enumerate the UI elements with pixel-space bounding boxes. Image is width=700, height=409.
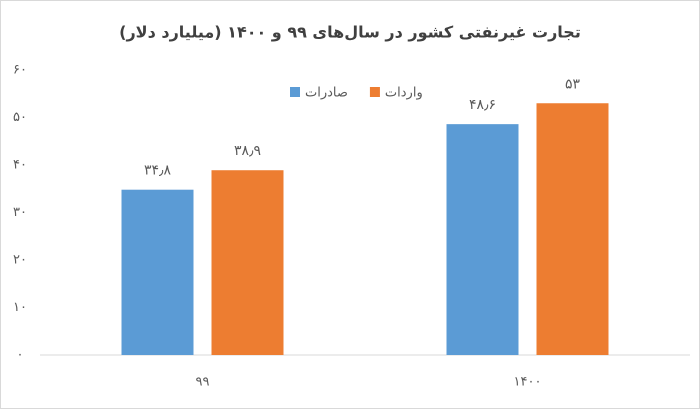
y-tick-label: ۱۰ xyxy=(13,300,27,315)
legend-label: واردات xyxy=(385,86,423,101)
legend-swatch xyxy=(369,87,380,97)
value-label: ۴۸٫۶ xyxy=(469,97,496,113)
y-tick-label: ۰ xyxy=(17,348,24,363)
value-label: ۳۴٫۸ xyxy=(144,163,172,179)
legend-swatch xyxy=(290,87,300,97)
y-tick-label: ۲۰ xyxy=(13,253,27,268)
bar xyxy=(211,170,284,355)
chart-title: تجارت غیرنفتی کشور در سال‌های ۹۹ و ۱۴۰۰ … xyxy=(119,23,581,42)
value-label: ۵۳ xyxy=(565,76,581,92)
y-tick-label: ۶۰ xyxy=(13,63,27,78)
legend-label: صادرات xyxy=(305,86,348,101)
y-tick-label: ۴۰ xyxy=(13,158,27,173)
value-label: ۳۸٫۹ xyxy=(234,143,261,159)
bar xyxy=(446,124,519,356)
x-tick-label: ۹۹ xyxy=(196,375,210,390)
bar xyxy=(536,103,609,355)
y-tick-label: ۳۰ xyxy=(13,205,27,220)
y-tick-label: ۵۰ xyxy=(13,110,27,125)
x-tick-label: ۱۴۰۰ xyxy=(514,375,542,390)
bar xyxy=(121,189,194,355)
